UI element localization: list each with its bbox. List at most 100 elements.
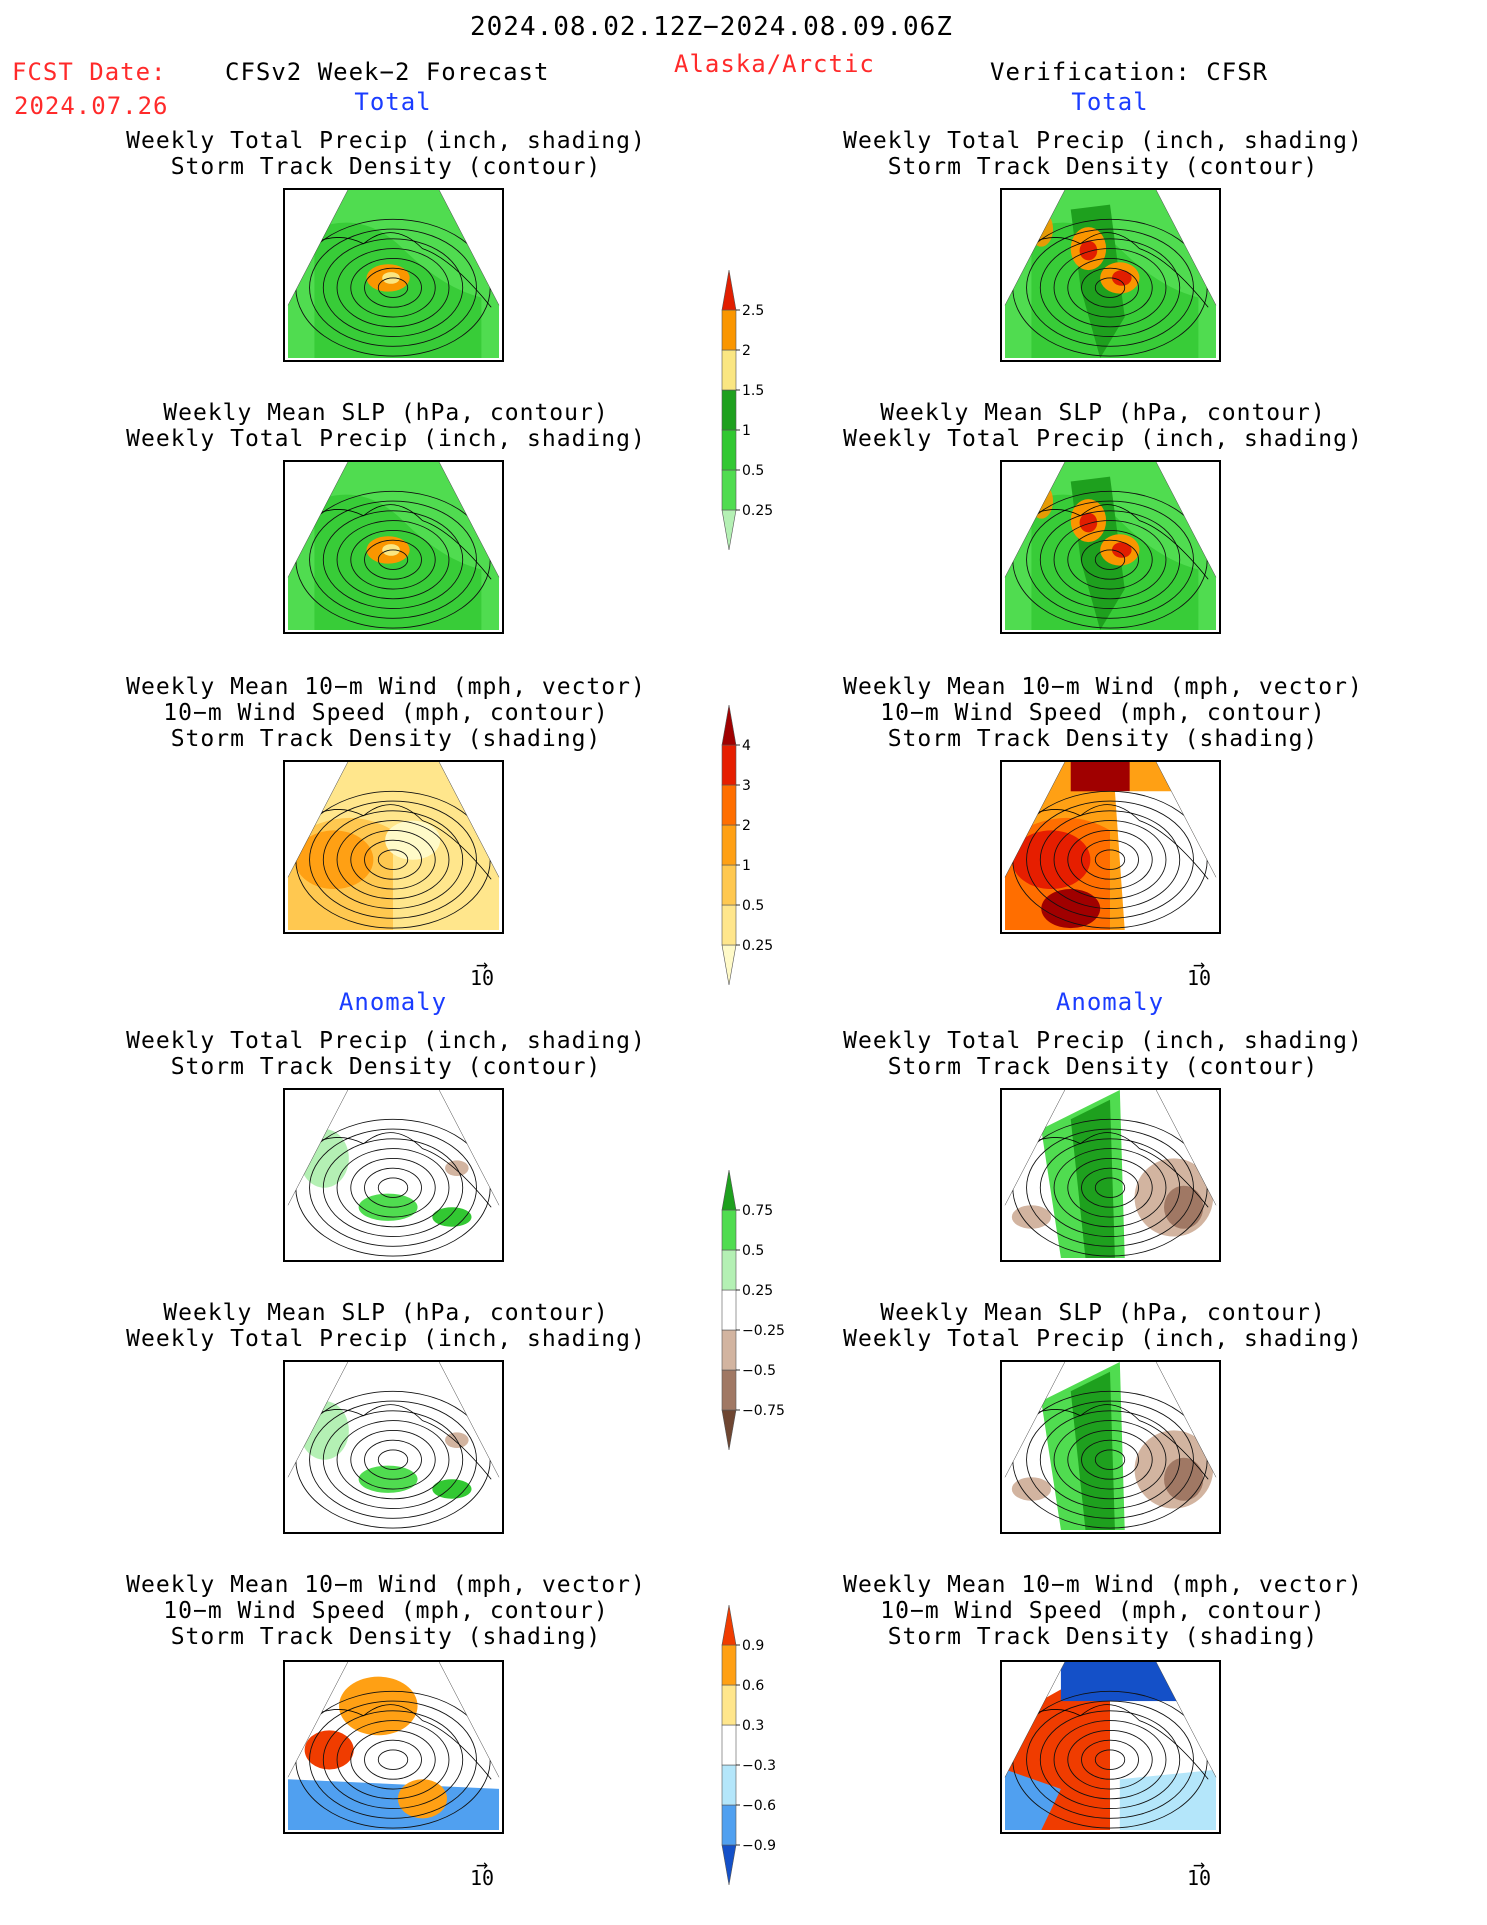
colorbar-label: −0.5 — [742, 1363, 776, 1379]
contour-line — [1039, 1710, 1181, 1809]
map-field — [1004, 762, 1217, 931]
contour-line — [1039, 510, 1181, 609]
contour-line — [1067, 1157, 1153, 1218]
coastline — [1021, 1132, 1209, 1208]
contour-line — [309, 228, 477, 347]
coastline — [1021, 1704, 1209, 1780]
projection-edge — [287, 1362, 500, 1478]
colorbar-label: 0.75 — [742, 1203, 773, 1219]
region-title: Alaska/Arctic — [674, 50, 875, 78]
contour-line — [350, 529, 436, 590]
map-verif-precip-anom — [1000, 1088, 1221, 1262]
contour-line — [322, 810, 464, 909]
colorbar-label: 0.3 — [742, 1718, 764, 1734]
track-max — [1070, 762, 1130, 792]
contour-line — [1026, 1128, 1194, 1247]
colorbar-seg — [721, 824, 737, 866]
colorbar-label: −0.75 — [742, 1403, 785, 1419]
colorbar-label: 1 — [742, 858, 751, 874]
contour-line — [1081, 839, 1139, 880]
precip-max — [1029, 211, 1054, 247]
colorbar-svg: −0.75 −0.5 −0.25 0.25 0.5 0.75 — [721, 1169, 785, 1451]
colorbar-label: 0.25 — [742, 1283, 773, 1299]
panel-title-r6: Weekly Mean 10−m Wind (mph, vector) 10−m … — [843, 1572, 1363, 1650]
panel-title-l3: Weekly Mean 10−m Wind (mph, vector) 10−m … — [126, 674, 646, 752]
colorbar-seg — [721, 269, 737, 311]
contour-line — [1026, 1400, 1194, 1519]
contour-line — [350, 829, 436, 890]
panel-title-l1: Weekly Total Precip (inch, shading) Storm… — [126, 128, 646, 180]
contour-line — [364, 1439, 422, 1480]
colorbar-svg: 0.25 0.5 1 2 3 4 — [721, 704, 773, 986]
contour-line — [350, 1157, 436, 1218]
coastline — [1021, 1404, 1209, 1480]
contours — [1012, 1390, 1208, 1529]
contour-line — [309, 1700, 477, 1819]
panel-title-l6: Weekly Mean 10−m Wind (mph, vector) 10−m … — [126, 1572, 646, 1650]
colorbar-seg — [721, 429, 737, 471]
map-fcst-wind-track — [283, 760, 504, 934]
map-field — [287, 762, 500, 931]
colorbar-seg — [721, 1329, 737, 1371]
anom-dry — [1011, 1477, 1052, 1501]
track-clear — [1114, 791, 1217, 931]
colorbar-label: 0.25 — [742, 503, 773, 519]
colorbar-seg — [721, 904, 737, 946]
contour-line — [309, 1128, 477, 1247]
projection-edge — [287, 462, 500, 578]
colorbar-label: −0.6 — [742, 1798, 776, 1814]
contour-line — [1094, 1449, 1126, 1470]
colorbar-seg — [721, 1804, 737, 1846]
colorbar-label: −0.3 — [742, 1758, 776, 1774]
contour-line — [364, 539, 422, 580]
contour-line — [1067, 829, 1153, 890]
anom-neg — [1004, 1769, 1061, 1831]
contour-line — [336, 1720, 450, 1800]
map-svg — [287, 1090, 500, 1259]
map-field — [287, 190, 500, 359]
colorbar-seg — [721, 509, 737, 551]
contour-line — [1067, 257, 1153, 318]
contour-line — [377, 1177, 409, 1198]
colorbar-precip-total: 0.25 0.5 1 1.5 2 2.5 — [721, 269, 802, 551]
map-svg — [287, 1362, 500, 1531]
product-title: CFSv2 Week−2 Forecast — [225, 58, 550, 86]
contour-line — [1053, 520, 1167, 600]
colorbar-label: 0.25 — [742, 938, 773, 954]
colorbar-seg — [721, 744, 737, 786]
map-fcst-precip-track — [283, 188, 504, 362]
colorbar-seg — [721, 864, 737, 906]
colorbar-label: 0.6 — [742, 1678, 764, 1694]
contour-line — [1081, 1167, 1139, 1208]
contours — [295, 490, 491, 629]
contour-line — [1081, 267, 1139, 308]
colorbar-label: 2 — [742, 343, 751, 359]
contour-line — [1053, 1148, 1167, 1228]
colorbar-seg — [721, 704, 737, 746]
projection-edge — [287, 1090, 500, 1206]
colorbar-seg — [721, 1724, 737, 1766]
map-svg — [1004, 762, 1217, 931]
coastline — [304, 232, 492, 308]
projection-edge — [1004, 462, 1217, 578]
contour-line — [1053, 248, 1167, 328]
section-total-right: Total — [1071, 88, 1149, 116]
map-svg — [287, 762, 500, 931]
colorbar-seg — [721, 784, 737, 826]
track-high — [1011, 830, 1091, 890]
contour-line — [1026, 228, 1194, 347]
map-verif-precip-track — [1000, 188, 1221, 362]
contour-line — [309, 1400, 477, 1519]
map-svg — [287, 190, 500, 359]
colorbar-track-total: 0.25 0.5 1 2 3 4 — [721, 704, 802, 986]
map-verif-slp-anom — [1000, 1360, 1221, 1534]
panel-title-r4: Weekly Total Precip (inch, shading) Storm… — [843, 1028, 1363, 1080]
colorbar-label: −0.25 — [742, 1323, 785, 1339]
contour-line — [336, 1420, 450, 1500]
contour-line — [1039, 810, 1181, 909]
colorbar-seg — [721, 1844, 737, 1886]
contour-line — [1081, 1439, 1139, 1480]
colorbar-label: 0.9 — [742, 1638, 764, 1654]
colorbar-seg — [721, 469, 737, 511]
projection-edge — [1004, 762, 1217, 878]
